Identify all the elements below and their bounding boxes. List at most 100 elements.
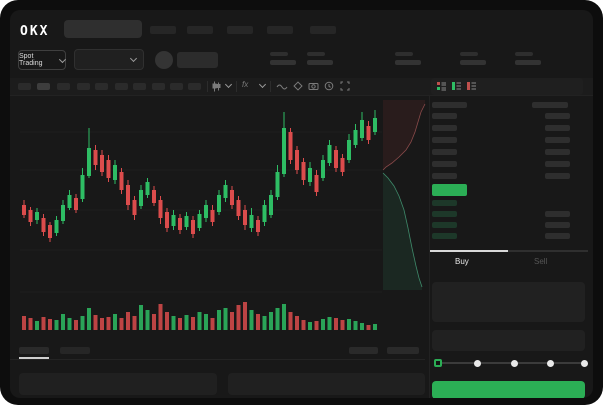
search-input[interactable] [64,20,142,38]
ob-header-left [432,102,467,108]
stat-label-placeholder [515,52,533,56]
wave-icon[interactable] [276,81,288,91]
candlestick-chart[interactable] [20,95,430,337]
amount-slider-handle[interactable] [434,359,442,367]
tab-sell[interactable]: Sell [534,257,548,266]
order-price-input[interactable] [432,282,585,322]
indicator-fx-icon[interactable]: fx [242,80,249,89]
ask-row-amount[interactable] [545,113,570,119]
stat-value-placeholder [515,60,541,65]
bid-row-amount[interactable] [545,233,570,239]
coin-avatar [155,51,173,69]
ask-row-amount[interactable] [545,137,570,143]
slider-step-dot[interactable] [581,360,588,367]
timeframe-button[interactable] [57,83,70,90]
divider [10,359,425,360]
timeframe-button[interactable] [115,83,128,90]
bid-row-price[interactable] [432,200,457,206]
volume-bars [22,302,377,330]
bid-row-amount[interactable] [545,222,570,228]
bid-row-price[interactable] [432,233,457,239]
slider-step-dot[interactable] [547,360,554,367]
chevron-down-icon [129,54,138,63]
fullscreen-icon[interactable] [340,81,350,91]
bid-row-amount[interactable] [545,211,570,217]
tab-divider [430,250,588,252]
nav-item[interactable] [187,26,213,34]
pair-selector[interactable] [74,49,144,70]
bid-row-price[interactable] [432,211,457,217]
divider [207,81,208,92]
stat-label-placeholder [307,52,325,56]
slider-step-dot[interactable] [474,360,481,367]
last-price-badge[interactable] [432,184,467,196]
bottom-action-placeholder[interactable] [387,347,419,354]
okx-logo: OKX [20,24,50,39]
bottom-action-placeholder[interactable] [349,347,378,354]
candles-group [22,110,377,242]
candle-type-icon[interactable] [211,81,222,92]
ask-row-price[interactable] [432,113,457,119]
market-type-label: Spot Trading [19,53,43,67]
ask-row-price[interactable] [432,125,457,131]
timeframe-button[interactable] [133,83,146,90]
ask-row-amount[interactable] [545,125,570,131]
bottom-tab-indicator [19,357,49,359]
ask-row-amount[interactable] [545,161,570,167]
stat-label-placeholder [395,52,413,56]
stat-value-placeholder [270,60,296,65]
brush-icon[interactable] [293,81,303,91]
timeframe-button[interactable] [188,83,201,90]
camera-icon[interactable] [308,81,319,91]
panel-divider [429,96,430,398]
market-type-selector[interactable]: Spot Trading [18,50,67,70]
buy-submit-button[interactable] [432,381,585,398]
bottom-tab-open-orders[interactable] [19,347,49,354]
slider-step-dot[interactable] [511,360,518,367]
chevron-down-icon[interactable] [224,80,233,89]
depth-chart [382,100,426,290]
bottom-tab-history[interactable] [60,347,90,354]
ask-row-amount[interactable] [545,173,570,179]
nav-item[interactable] [267,26,293,34]
bid-row-price[interactable] [432,222,457,228]
book-both-icon[interactable] [436,81,447,92]
history-clock-icon[interactable] [324,81,334,91]
divider [270,81,271,92]
stat-label-placeholder [460,52,478,56]
ask-row-price[interactable] [432,137,457,143]
stat-value-placeholder [460,60,486,65]
nav-item[interactable] [227,26,253,34]
buy-tab-indicator [430,250,508,252]
stat-value-placeholder [307,60,333,65]
ask-row-price[interactable] [432,161,457,167]
orders-panel-placeholder [19,373,217,395]
stat-value-placeholder [395,60,421,65]
positions-panel-placeholder [228,373,425,395]
tab-buy[interactable]: Buy [455,257,469,266]
amount-slider-track[interactable] [436,362,584,364]
chart-toolbar: fx [10,78,593,96]
ask-row-price[interactable] [432,173,457,179]
pair-name-placeholder [177,52,218,68]
order-amount-input[interactable] [432,330,585,351]
nav-item[interactable] [150,26,176,34]
timeframe-button[interactable] [77,83,90,90]
chevron-down-icon[interactable] [258,80,267,89]
chevron-down-icon [59,55,67,63]
timeframe-button[interactable] [18,83,31,90]
divider [236,81,237,92]
timeframe-button[interactable] [152,83,165,90]
book-asks-icon[interactable] [466,81,477,92]
timeframe-button[interactable] [95,83,108,90]
ask-row-amount[interactable] [545,149,570,155]
nav-item[interactable] [310,26,336,34]
stat-label-placeholder [270,52,288,56]
ob-header-right [532,102,568,108]
ask-row-price[interactable] [432,149,457,155]
timeframe-button[interactable] [37,83,50,90]
app-window: OKX Spot Trading fx [10,10,593,398]
timeframe-button[interactable] [170,83,183,90]
book-bids-icon[interactable] [451,81,462,92]
